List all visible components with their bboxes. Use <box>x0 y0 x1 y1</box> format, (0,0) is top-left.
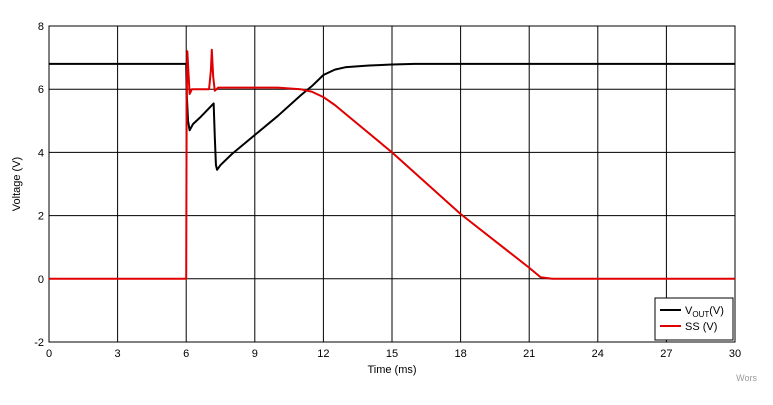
y-tick-label: 0 <box>38 274 44 286</box>
series-line-vout <box>49 62 735 171</box>
x-tick-label: 15 <box>386 348 398 360</box>
x-tick-label: 9 <box>252 348 258 360</box>
x-tick-label: 18 <box>454 348 466 360</box>
grid-lines <box>48 25 736 343</box>
x-tick-labels: 0 3 6 9 12 15 18 21 24 27 30 <box>46 348 741 360</box>
x-tick-label: 12 <box>317 348 329 360</box>
x-tick-label: 3 <box>115 348 121 360</box>
legend-label-vout: VOUT(V) <box>685 305 724 319</box>
x-tick-label: 0 <box>46 348 52 360</box>
legend: VOUT(V) SS (V) <box>654 297 734 341</box>
x-tick-label: 27 <box>660 348 672 360</box>
y-tick-label: -2 <box>34 337 44 349</box>
y-tick-label: 6 <box>38 84 44 96</box>
legend-box <box>654 297 734 341</box>
x-tick-label: 30 <box>729 348 741 360</box>
y-tick-label: 2 <box>38 211 44 223</box>
x-tick-label: 6 <box>183 348 189 360</box>
x-tick-label: 24 <box>592 348 604 360</box>
legend-label-vout-sub: OUT <box>692 310 709 319</box>
legend-label-vout-main: V <box>685 305 693 317</box>
y-tick-labels: -2 0 2 4 6 8 <box>34 21 44 349</box>
legend-label-vout-suffix: (V) <box>709 305 724 317</box>
x-tick-label: 21 <box>523 348 535 360</box>
series-line-ss <box>49 48 735 280</box>
plot-border <box>48 25 736 343</box>
y-tick-label: 8 <box>38 21 44 33</box>
legend-label-ss: SS (V) <box>685 321 717 333</box>
x-axis-title: Time (ms) <box>367 364 416 376</box>
watermark-text: Wors <box>736 373 757 383</box>
series-layer <box>49 48 735 280</box>
y-tick-label: 4 <box>38 147 44 159</box>
y-axis-title: Voltage (V) <box>11 157 23 211</box>
